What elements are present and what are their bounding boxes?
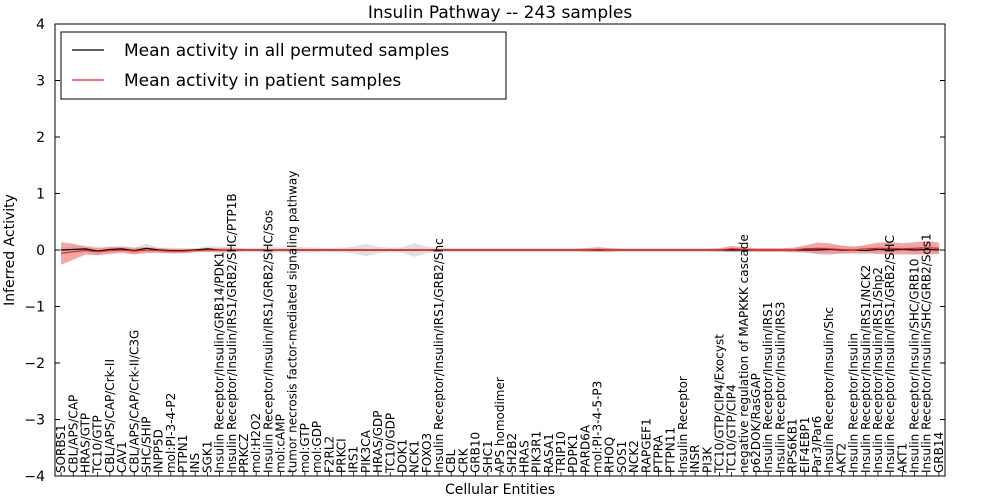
x-category-label: INS bbox=[188, 453, 202, 473]
x-category-label: Insulin Receptor bbox=[676, 376, 690, 473]
x-category-label: mol:cAMP bbox=[274, 414, 288, 473]
x-category-label: IRS1 bbox=[347, 446, 361, 473]
y-tick-label: 2 bbox=[36, 130, 45, 146]
x-category-label: SGK1 bbox=[200, 441, 214, 473]
y-axis-label: Inferred Activity bbox=[2, 194, 18, 306]
y-tick-label: −2 bbox=[24, 356, 45, 372]
x-category-label: HRAS bbox=[517, 440, 531, 473]
x-category-label: NCK2 bbox=[627, 440, 641, 473]
x-category-label: PIK3R1 bbox=[530, 431, 544, 473]
x-category-label: HRAS/GTP bbox=[78, 413, 92, 473]
x-category-label: EIF4EBP1 bbox=[798, 417, 812, 473]
x-category-label: PIK3CA bbox=[359, 429, 373, 473]
y-tick-label: 3 bbox=[36, 74, 45, 90]
series-line-patient bbox=[61, 247, 939, 254]
x-category-label: Insulin Receptor/Insulin/SHC/GRB2/Sos1 bbox=[920, 233, 934, 473]
x-category-label: Par3/Par6 bbox=[810, 416, 824, 473]
x-category-label: negative regulation of MAPKKK cascade bbox=[737, 234, 751, 473]
x-category-label: AKT2 bbox=[834, 443, 848, 473]
y-tick-label: 0 bbox=[36, 243, 45, 259]
x-category-label: TRIP10 bbox=[554, 431, 568, 474]
x-category-label: PRKCZ bbox=[237, 434, 251, 473]
x-category-label: GRB14 bbox=[932, 432, 946, 473]
x-category-label: Insulin Receptor/Insulin/Shc bbox=[822, 307, 836, 473]
legend: Mean activity in all permuted samples Me… bbox=[60, 31, 507, 100]
x-category-label: mol:H2O2 bbox=[249, 413, 263, 473]
x-category-label: mol:PI-3-4-5-P3 bbox=[591, 381, 605, 473]
chart-title: Insulin Pathway -- 243 samples bbox=[368, 3, 633, 23]
x-category-label: PI3K bbox=[700, 446, 714, 473]
x-category-label: Insulin Receptor/Insulin/IRS1/GRB2/SHC bbox=[883, 235, 897, 473]
x-category-label: DOK1 bbox=[395, 439, 409, 473]
x-category-label: PARD6A bbox=[578, 424, 592, 473]
y-tick-label: −4 bbox=[24, 469, 45, 485]
x-category-label: PTPN1 bbox=[176, 435, 190, 473]
x-category-label: RPS6KB1 bbox=[786, 418, 800, 473]
x-category-label: RHOQ bbox=[603, 437, 617, 473]
x-category-label: Insulin Receptor/Insulin/SHC/GRB10 bbox=[908, 259, 922, 473]
x-category-label: Insulin Receptor/Insulin/IRS1/NCK2 bbox=[859, 265, 873, 473]
x-category-label: SORBS1 bbox=[54, 424, 68, 473]
x-category-label: Insulin Receptor/Insulin/IRS1/GRB2/SHC/S… bbox=[261, 210, 275, 473]
x-category-label: CBL/APS/CAP/Crk-II bbox=[103, 359, 117, 473]
legend-box bbox=[60, 31, 507, 100]
x-category-label: AKT1 bbox=[895, 443, 909, 473]
x-category-label: INPP5D bbox=[152, 429, 166, 473]
x-category-label: tumor necrosis factor-mediated signaling… bbox=[286, 171, 300, 473]
x-category-label: CRK bbox=[456, 447, 470, 473]
x-axis-label: Cellular Entities bbox=[445, 482, 555, 498]
x-category-label: Insulin Receptor/Insulin/IRS1/GRB2/Shc bbox=[432, 238, 446, 473]
x-category-label: CBL/APS/CAP/Crk-II/C3G bbox=[127, 330, 141, 473]
category-labels: SORBS1CBL/APS/CAPHRAS/GTPTC10/GTPCBL/APS… bbox=[54, 171, 946, 476]
x-category-label: SOS1 bbox=[615, 441, 629, 473]
x-category-label: Insulin Receptor/Insulin/IRS3 bbox=[773, 302, 787, 473]
x-category-label: Insulin Receptor/Insulin/IRS1 bbox=[761, 302, 775, 473]
x-category-label: PRKCI bbox=[335, 438, 349, 473]
x-category-label: mol:PI-3-4-P2 bbox=[164, 393, 178, 473]
x-category-label: INSR bbox=[688, 445, 702, 473]
x-category-label: APS homodimer bbox=[493, 377, 507, 473]
x-category-label: SHC1 bbox=[481, 440, 495, 473]
y-tick-label: 4 bbox=[36, 17, 45, 33]
x-category-label: Insulin Receptor/Insulin/IRS1/GRB2/SHC/P… bbox=[225, 193, 239, 473]
x-category-label: SH2B2 bbox=[505, 433, 519, 473]
x-category-label: TC10/GTP bbox=[91, 415, 105, 474]
x-category-label: GRB10 bbox=[469, 432, 483, 473]
x-category-label: TC10/GDP bbox=[383, 413, 397, 474]
x-category-label: PTPRA bbox=[651, 434, 665, 473]
patient-line-layer bbox=[61, 247, 939, 254]
x-category-label: mol:GTP bbox=[298, 423, 312, 473]
y-tick-label: −1 bbox=[24, 300, 45, 316]
x-category-label: RAPGEF1 bbox=[639, 418, 653, 473]
x-category-label: PTPN11 bbox=[664, 427, 678, 473]
x-category-label: Insulin Receptor/Insulin bbox=[847, 333, 861, 473]
x-category-label: mol:GDP bbox=[310, 421, 324, 473]
x-category-label: Insulin Receptor/Insulin/IRS1/Shp2 bbox=[871, 267, 885, 473]
x-category-label: HRAS/GDP bbox=[371, 410, 385, 473]
x-category-label: p62DOK/RasGAP bbox=[749, 373, 763, 473]
y-tick-label: 1 bbox=[36, 187, 45, 203]
x-category-label: TC10/GTP/CIP4 bbox=[725, 384, 739, 474]
x-category-label: FOXO3 bbox=[420, 433, 434, 473]
x-category-label: F2RL2 bbox=[322, 436, 336, 473]
x-category-label: TC10/GTP/CIP4/Exocyst bbox=[712, 334, 726, 474]
x-category-label: CBL/APS/CAP bbox=[66, 395, 80, 473]
x-category-label: CAV1 bbox=[115, 441, 129, 473]
x-category-label: PDPK1 bbox=[566, 434, 580, 473]
plot-frame bbox=[54, 23, 946, 477]
x-category-label: CBL bbox=[444, 449, 458, 473]
legend-label-permuted: Mean activity in all permuted samples bbox=[124, 41, 449, 61]
x-category-label: SHC/SHIP bbox=[139, 417, 153, 473]
legend-label-patient: Mean activity in patient samples bbox=[124, 71, 401, 91]
x-category-label: NCK1 bbox=[408, 440, 422, 473]
y-tick-label: −3 bbox=[24, 413, 45, 429]
y-ticks: −4 −3 −2 −1 0 1 2 3 4 bbox=[24, 17, 945, 485]
x-category-label: Insulin Receptor/Insulin/GRB14/PDK1 bbox=[213, 252, 227, 473]
x-category-label: RASA1 bbox=[542, 433, 556, 473]
